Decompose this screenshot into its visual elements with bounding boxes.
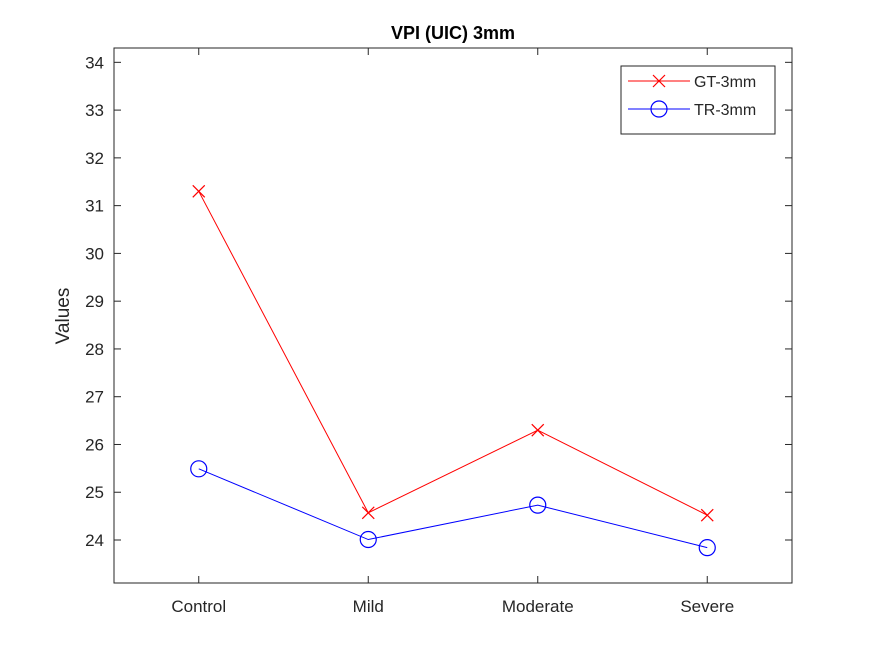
series-line (198, 468, 708, 549)
legend-entry: GT-3mm (628, 74, 756, 91)
y-tick-label: 28 (85, 340, 104, 359)
legend-entry: TR-3mm (628, 100, 756, 119)
data-point-circle (698, 539, 716, 557)
y-tick-label: 24 (85, 531, 104, 550)
legend-label: TR-3mm (694, 102, 756, 119)
y-tick-label: 29 (85, 292, 104, 311)
series-2 (190, 460, 716, 557)
y-tick-label: 34 (85, 53, 104, 72)
y-axis-label: Values (53, 288, 74, 345)
x-tick-label: Control (171, 597, 226, 616)
y-tick-label: 25 (85, 483, 104, 502)
x-tick-label: Moderate (502, 597, 574, 616)
y-tick-label: 31 (85, 197, 104, 216)
series-1 (192, 184, 714, 522)
data-point-x (531, 423, 545, 437)
y-tick-label: 27 (85, 388, 104, 407)
legend: GT-3mm TR-3mm (620, 65, 776, 135)
x-tick-label: Mild (353, 597, 384, 616)
plot-area (114, 48, 792, 583)
data-point-circle (359, 530, 377, 549)
data-point-circle (529, 496, 547, 514)
data-point-x (652, 74, 666, 88)
data-point-x (192, 184, 206, 198)
x-axis-ticks: Control Mild Moderate Severe (171, 48, 734, 616)
data-point-x (700, 508, 714, 522)
series-line (198, 191, 708, 516)
legend-box (620, 65, 776, 135)
y-tick-label: 30 (85, 244, 104, 263)
x-tick-label: Severe (680, 597, 734, 616)
chart-title: VPI (UIC) 3mm (391, 23, 515, 43)
data-point-circle (190, 460, 208, 478)
y-tick-label: 33 (85, 101, 104, 120)
y-tick-label: 26 (85, 435, 104, 454)
data-point-x (361, 506, 375, 520)
plot-frame (113, 47, 793, 584)
y-tick-label: 32 (85, 149, 104, 168)
y-axis-ticks: 24 25 26 27 28 29 30 31 32 33 34 (85, 53, 792, 550)
series-layer (190, 184, 716, 557)
data-point-circle (650, 100, 668, 118)
legend-label: GT-3mm (694, 74, 756, 91)
